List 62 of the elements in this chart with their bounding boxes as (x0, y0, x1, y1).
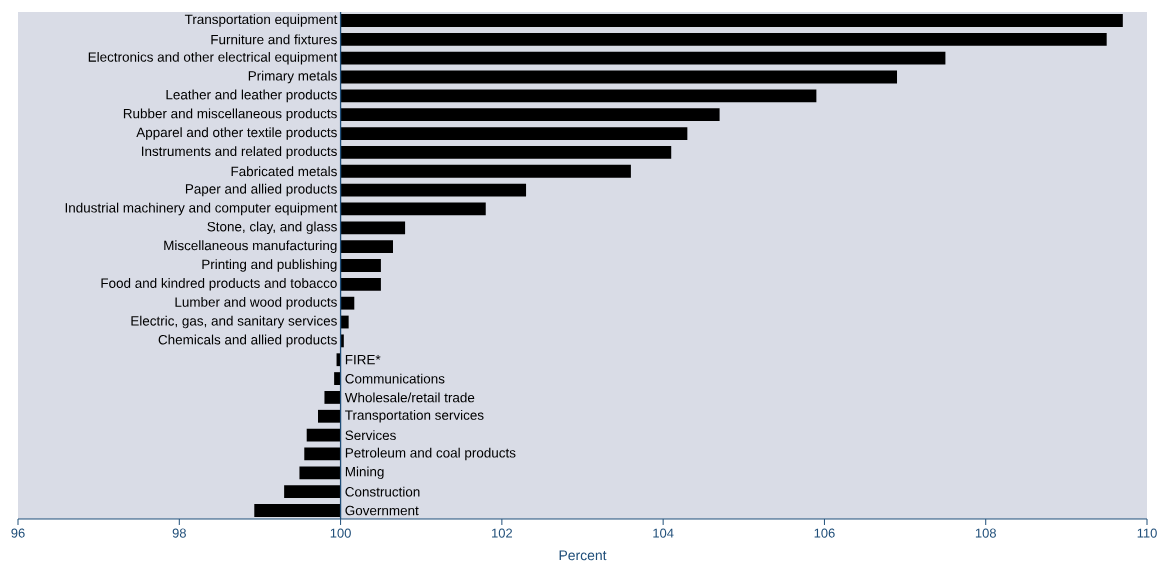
bar (340, 108, 720, 122)
y-tick-label: Apparel and other textile products (136, 127, 337, 140)
y-tick-label: Miscellaneous manufacturing (164, 240, 337, 253)
x-tick-label: 102 (492, 528, 513, 538)
y-tick-label: Petroleum and coal products (345, 447, 516, 461)
bar (340, 164, 631, 178)
bar (340, 14, 1123, 27)
bar (340, 296, 355, 310)
y-tick-label: Paper and allied products (185, 183, 337, 197)
bar (340, 183, 527, 197)
y-tick-label: Construction (345, 486, 420, 497)
bar (340, 51, 946, 65)
bar (324, 391, 341, 404)
x-tick-label: 106 (814, 528, 835, 538)
y-tick-label: Wholesale/retail trade (344, 392, 475, 403)
bar (340, 145, 672, 159)
y-tick-label: FIRE* (345, 355, 381, 365)
bar (340, 89, 817, 103)
bar (340, 202, 486, 216)
bar (340, 334, 344, 348)
x-tick-label: 104 (653, 528, 674, 538)
y-tick-label: Lumber and wood products (175, 296, 337, 310)
x-tick-label: 100 (330, 528, 351, 538)
y-tick-label: Transportation services (345, 410, 484, 423)
bar (284, 485, 341, 499)
x-tick-label: 108 (975, 528, 996, 538)
bar (340, 315, 349, 329)
y-tick-label: Electric, gas, and sanitary services (131, 315, 337, 329)
bar (304, 447, 341, 461)
y-tick-label: Food and kindred products and tobacco (101, 278, 337, 291)
bar (340, 277, 381, 291)
y-tick-label: Furniture and fixtures (211, 34, 337, 45)
x-tick-label: 110 (1137, 528, 1157, 538)
bar (340, 259, 381, 272)
y-tick-label: Rubber and miscellaneous products (123, 108, 337, 121)
x-tick-label: 98 (172, 528, 186, 538)
y-tick-label: Industrial machinery and computer equipment (65, 202, 338, 216)
bar (306, 428, 341, 442)
x-axis-title: Percent (559, 550, 607, 561)
y-tick-label: Communications (345, 373, 445, 384)
y-tick-label: Instruments and related products (142, 146, 337, 159)
bar (340, 221, 406, 235)
bar (254, 504, 341, 517)
bar (340, 127, 688, 140)
y-tick-label: Chemicals and allied products (158, 334, 337, 348)
y-tick-label: Transportation equipment (184, 14, 338, 27)
bar (340, 70, 898, 84)
y-tick-label: Primary metals (248, 70, 337, 84)
y-tick-label: Government (345, 505, 419, 516)
y-tick-label: Services (345, 430, 396, 441)
bar (299, 466, 341, 480)
y-tick-label: Leather and leather products (166, 89, 337, 103)
bar (334, 372, 341, 385)
y-tick-label: Electronics and other electrical equipment (88, 51, 338, 65)
x-tick-label: 96 (11, 528, 25, 538)
bar (318, 409, 341, 423)
y-tick-label: Mining (345, 466, 384, 480)
bar (340, 32, 1107, 46)
bar (340, 240, 393, 254)
y-tick-label: Printing and publishing (202, 259, 337, 272)
y-tick-label: Fabricated metals (231, 166, 337, 177)
y-tick-label: Stone, clay, and glass (207, 221, 337, 235)
